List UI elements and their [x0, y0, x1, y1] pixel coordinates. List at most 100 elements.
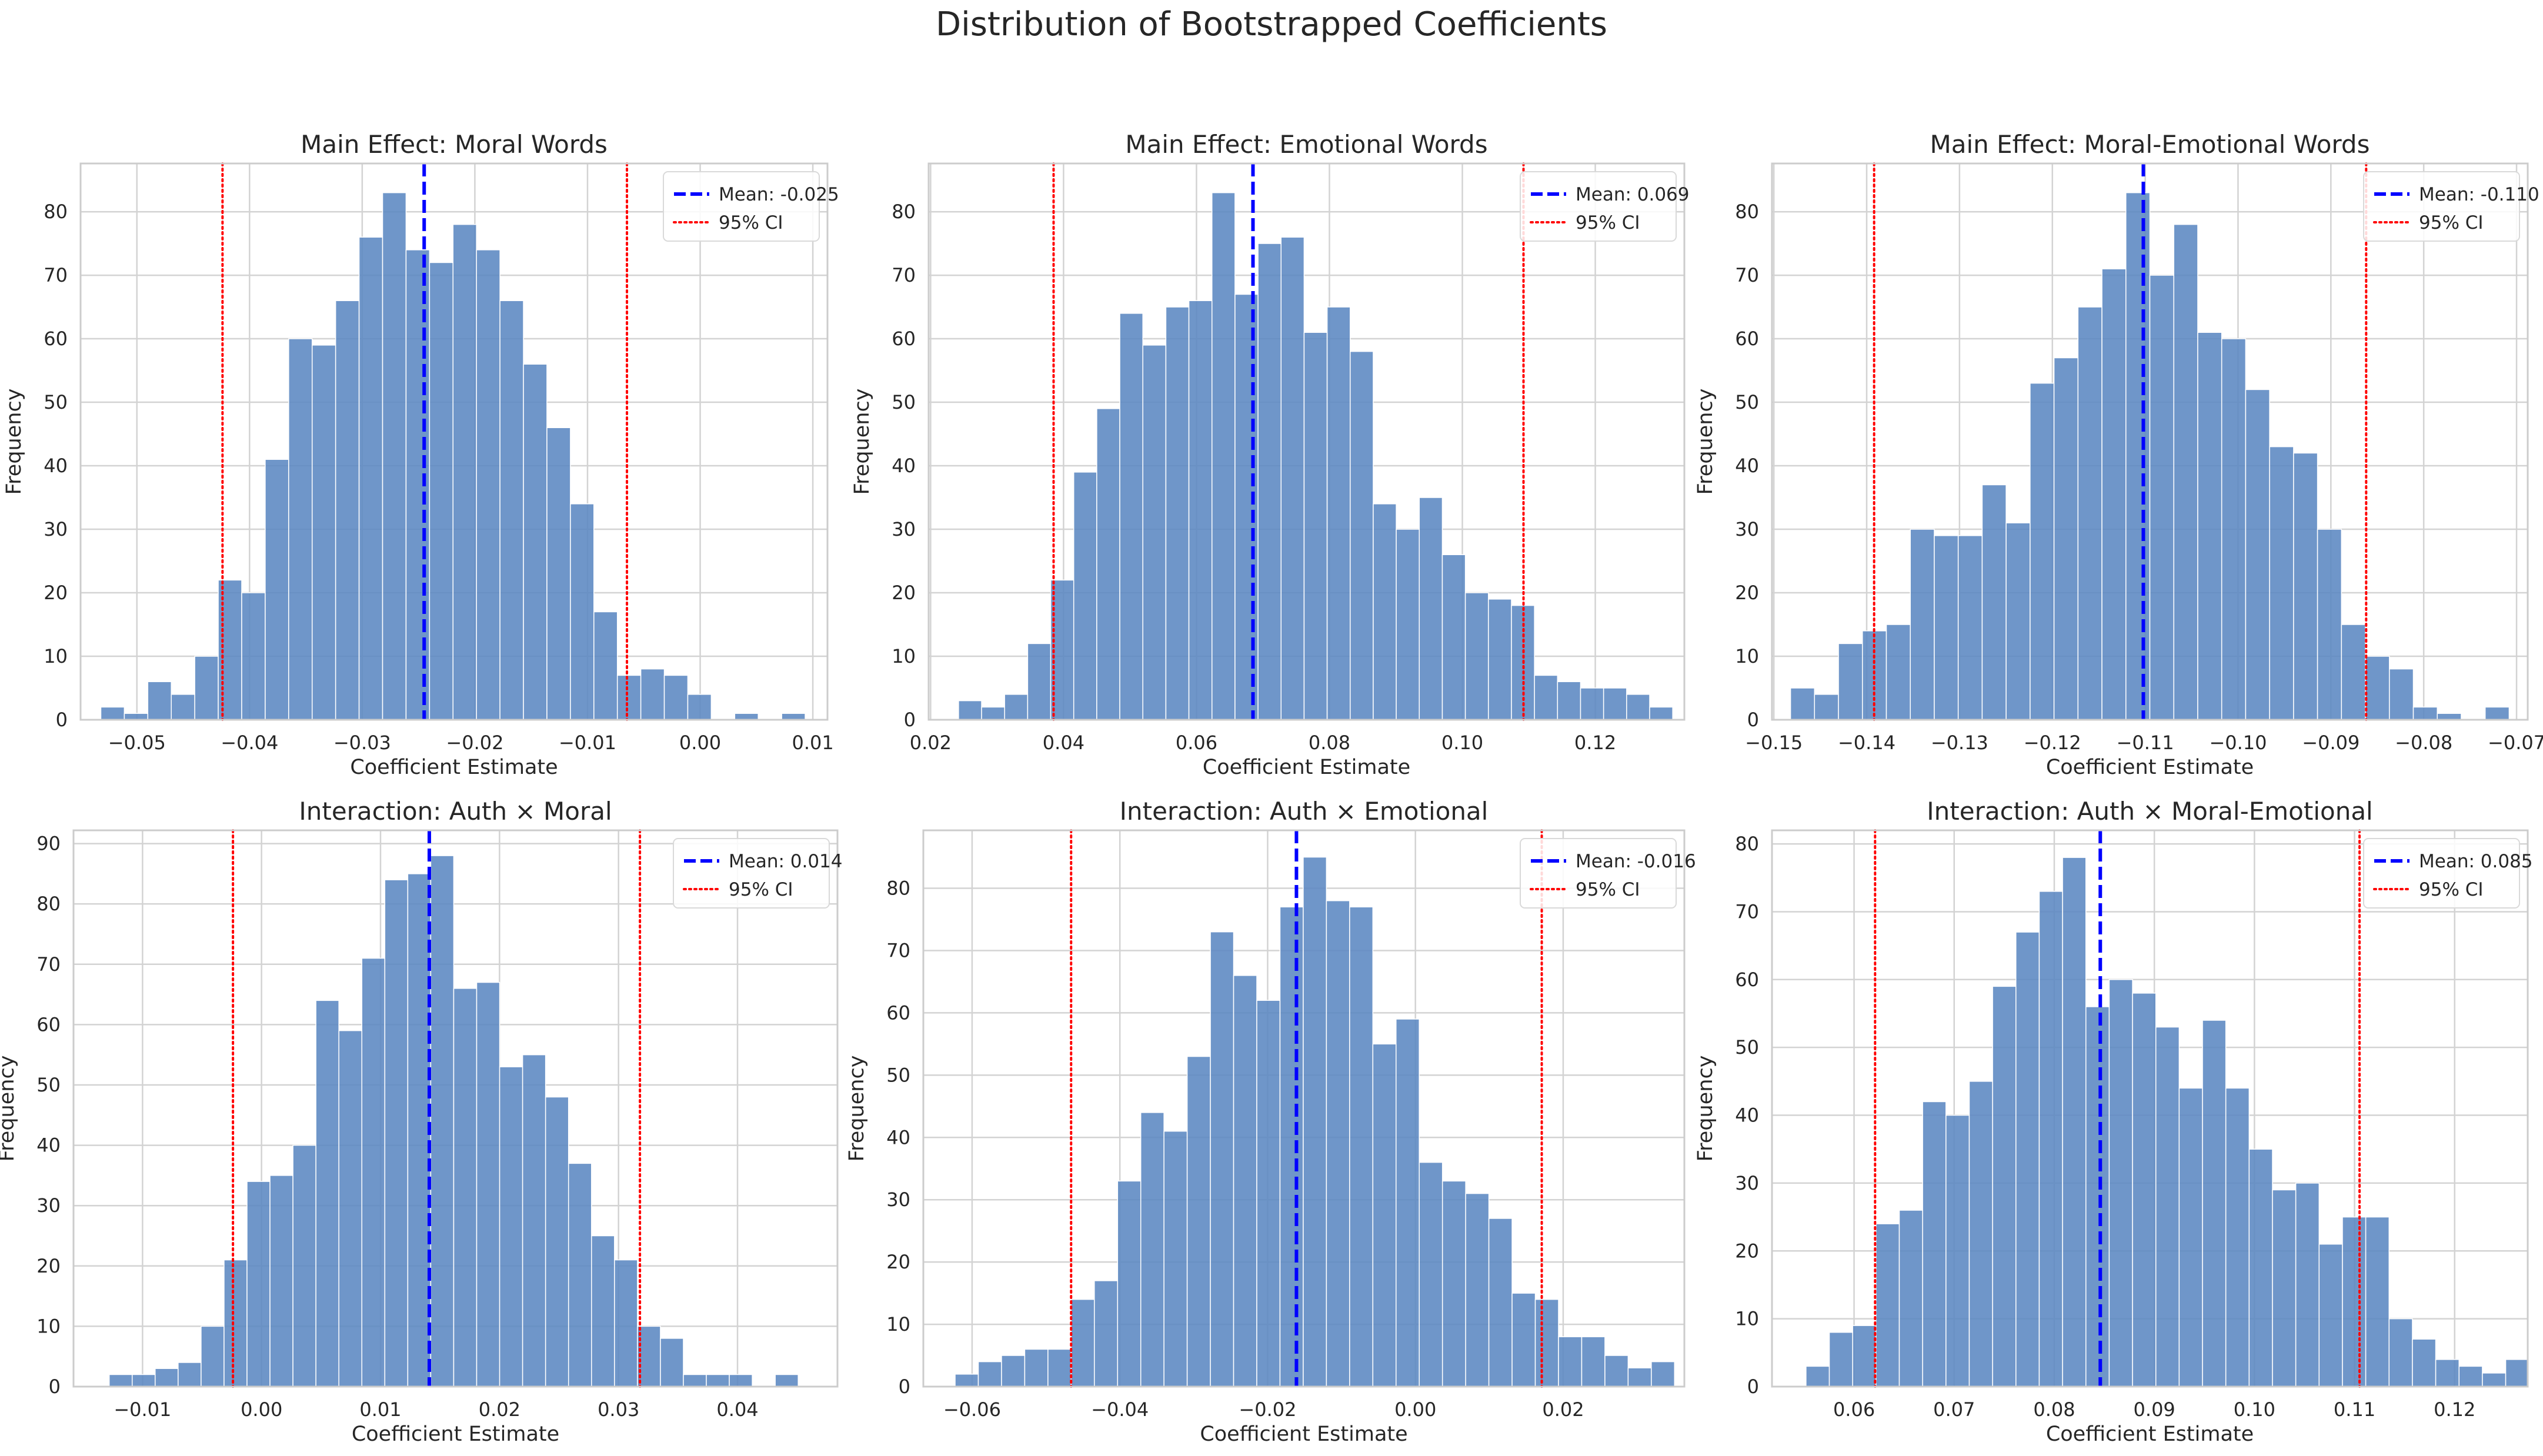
histogram-bar — [2248, 1148, 2273, 1387]
histogram-bar — [1852, 1325, 1877, 1387]
histogram-bar — [1372, 1043, 1397, 1387]
histogram-bar — [1047, 1348, 1072, 1387]
legend-frame — [663, 171, 820, 242]
x-tick-label: −0.07 — [2488, 732, 2543, 754]
x-tick-label: 0.04 — [1043, 732, 1084, 754]
histogram-bar — [2101, 268, 2127, 720]
subplot-2: 0.02 0.04 0.06 0.08 0.10 0.12 0 10 20 30 40 50 60 70 8… — [850, 130, 1690, 779]
x-axis-label: Coefficient Estimate — [2046, 1422, 2254, 1446]
histogram-bar — [981, 706, 1005, 720]
y-tick-label: 40 — [44, 455, 68, 477]
histogram-bar — [734, 713, 759, 720]
axes-frame — [72, 829, 839, 1388]
histogram-bar — [591, 1235, 615, 1387]
histogram-bar — [2125, 192, 2151, 720]
histogram-bar — [568, 1163, 592, 1387]
y-tick-label: 20 — [1735, 582, 1759, 604]
histogram-bar — [1945, 1114, 1970, 1387]
histogram-bar — [453, 988, 478, 1387]
histogram-bar — [2484, 706, 2510, 720]
x-tick-label: 0.02 — [479, 1398, 520, 1421]
histogram-bar — [1233, 975, 1257, 1387]
figure-title: Distribution of Bootstrapped Coefficient… — [936, 5, 1607, 44]
subplot-title: Interaction: Auth × Moral — [299, 797, 612, 826]
histogram-bar — [1957, 535, 1983, 720]
histogram-bar — [1626, 694, 1650, 720]
subplot-1: −0.05 −0.04 −0.03 −0.02 −0.01 0.00 0.01 0 10 20 30… — [2, 130, 839, 779]
histogram-bar — [405, 249, 430, 720]
histogram-bar — [407, 873, 432, 1387]
histogram-bar — [1441, 554, 1466, 720]
y-tick-label: 60 — [1735, 969, 1759, 991]
x-tick-label: −0.01 — [114, 1398, 171, 1421]
histogram-bar — [1992, 986, 2017, 1387]
y-tick-label: 70 — [44, 264, 68, 286]
y-tick-label: 0 — [899, 1375, 910, 1398]
y-tick-label: 0 — [1747, 1375, 1759, 1398]
y-tick-label: 70 — [1735, 900, 1759, 923]
histogram-bar — [663, 674, 689, 720]
histogram-bar — [2295, 1183, 2320, 1387]
histogram-bar — [1898, 1210, 1923, 1387]
histogram-bar — [2412, 1338, 2437, 1387]
histogram-bar — [1651, 1361, 1676, 1387]
histogram-bar — [1373, 503, 1397, 720]
histogram-bar — [1256, 1000, 1281, 1387]
y-tick-label: 0 — [1747, 709, 1759, 731]
subplot-4: −0.01 0.00 0.01 0.02 0.03 0.04 0 10 20 30 40 50 60 70… — [0, 797, 843, 1446]
x-tick-label: −0.04 — [1091, 1398, 1149, 1421]
histogram-bar — [1163, 1130, 1188, 1387]
histogram-bar — [1396, 1018, 1420, 1387]
x-tick-label: −0.02 — [446, 732, 503, 754]
histogram-bar — [2062, 857, 2087, 1387]
y-tick-label: 0 — [49, 1375, 61, 1398]
histogram-bar — [265, 459, 289, 720]
histogram-bar — [2245, 389, 2270, 720]
x-axis-label: Coefficient Estimate — [1203, 756, 1410, 779]
y-tick-label: 20 — [892, 582, 916, 604]
y-tick-label: 30 — [1735, 1172, 1759, 1194]
subplot-title: Main Effect: Moral-Emotional Words — [1930, 130, 2370, 159]
x-tick-label: 0.01 — [359, 1398, 401, 1421]
histogram-bar — [1188, 300, 1213, 720]
y-axis-label: Frequency — [845, 1056, 869, 1162]
histogram-bar — [1581, 1336, 1606, 1387]
histogram-bar — [201, 1325, 225, 1387]
histogram-bar — [955, 1374, 979, 1387]
histogram-bar — [1165, 306, 1190, 720]
x-tick-label: 0.10 — [1441, 732, 1483, 754]
x-tick-label: 0.06 — [1176, 732, 1217, 754]
x-tick-label: 0.02 — [910, 732, 952, 754]
histogram-bar — [1094, 1280, 1118, 1387]
x-tick-label: 0.09 — [2134, 1398, 2175, 1421]
histogram-bar — [1465, 1193, 1490, 1387]
y-tick-label: 50 — [36, 1074, 61, 1096]
histogram-bar — [1419, 1161, 1443, 1387]
histogram-bar — [1326, 900, 1350, 1387]
y-tick-label: 50 — [1735, 1036, 1759, 1058]
histogram-bar — [132, 1374, 156, 1387]
histogram-bar — [246, 1181, 271, 1387]
histogram-bar — [2272, 1189, 2297, 1387]
histogram-bar — [382, 192, 407, 720]
legend-frame — [2363, 171, 2520, 242]
histogram-bar — [660, 1338, 684, 1387]
histogram-bar — [288, 338, 313, 720]
legend: Mean: 0.014 95% CI — [673, 838, 843, 909]
y-tick-label: 20 — [886, 1251, 910, 1273]
histogram-bar — [2225, 1087, 2250, 1387]
histogram-bar — [2015, 931, 2040, 1387]
histogram-bar — [2341, 624, 2366, 720]
y-tick-label: 80 — [1735, 201, 1759, 223]
y-tick-label: 70 — [886, 939, 910, 961]
x-tick-label: 0.03 — [598, 1398, 639, 1421]
histogram-bar — [781, 713, 806, 720]
histogram-bar — [147, 681, 172, 720]
histogram-bar — [223, 1259, 248, 1387]
histogram-bar — [476, 249, 500, 720]
x-tick-label: −0.12 — [2024, 732, 2081, 754]
histogram-bar — [1142, 345, 1167, 720]
legend-mean-label: Mean: -0.016 — [1576, 851, 1696, 872]
y-tick-label: 30 — [892, 518, 916, 540]
x-tick-label: 0.07 — [1933, 1398, 1975, 1421]
